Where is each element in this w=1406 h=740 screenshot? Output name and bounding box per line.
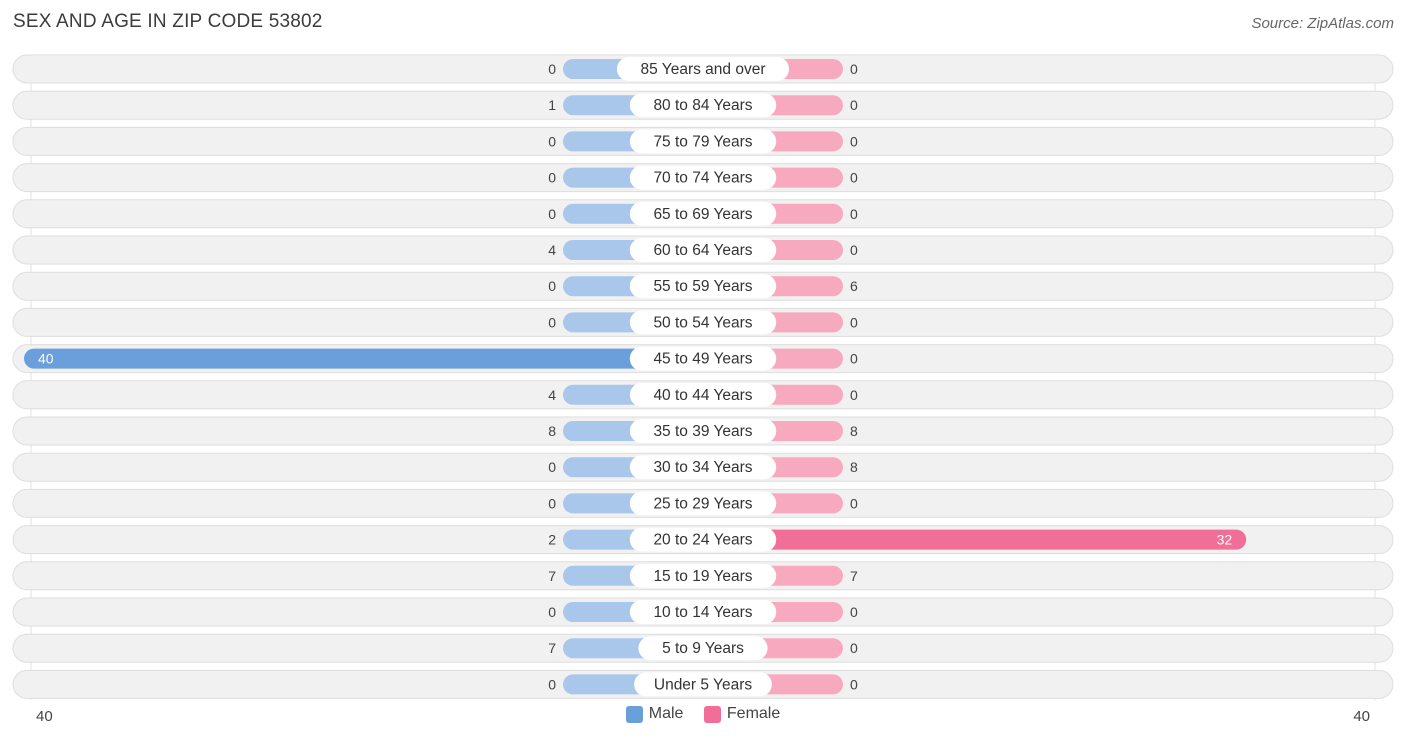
value-label-male: 4 [548, 242, 556, 258]
value-label-male: 7 [548, 640, 556, 656]
category-label: 45 to 49 Years [653, 351, 752, 368]
category-label: 60 to 64 Years [653, 242, 752, 259]
value-label-male: 0 [548, 604, 556, 620]
value-label-male: 0 [548, 170, 556, 186]
category-label-pill [629, 274, 777, 299]
value-label-female: 0 [850, 242, 858, 258]
value-label-female: 0 [850, 61, 858, 77]
value-label-male: 0 [548, 459, 556, 475]
value-label-female: 0 [850, 604, 858, 620]
category-label: 15 to 19 Years [653, 568, 752, 585]
bar-male [24, 348, 703, 369]
value-label-male: 0 [548, 278, 556, 294]
axis-left-label: 40 [36, 708, 53, 725]
category-label: 35 to 39 Years [653, 423, 752, 440]
bar-female [703, 529, 1247, 550]
legend-item-female: Female [703, 705, 781, 723]
category-label: Under 5 Years [654, 676, 752, 693]
category-label: 40 to 44 Years [653, 387, 752, 404]
category-label-pill [629, 419, 777, 443]
category-label-pill [629, 346, 777, 371]
category-label: 5 to 9 Years [662, 640, 744, 657]
category-label-pill [629, 165, 777, 190]
legend-label-male: Male [648, 705, 684, 722]
category-label: 30 to 34 Years [653, 459, 752, 476]
value-label-male: 2 [548, 532, 556, 548]
value-label-male: 0 [548, 206, 556, 222]
category-label: 10 to 14 Years [653, 604, 752, 621]
category-label-pill [629, 563, 777, 588]
value-label-female: 0 [850, 495, 858, 511]
value-label-female: 0 [850, 97, 858, 113]
value-label-female: 0 [850, 351, 858, 367]
category-label-pill [616, 57, 790, 81]
value-label-male: 0 [548, 495, 556, 511]
chart-title: SEX AND AGE IN ZIP CODE 53802 [13, 11, 323, 32]
category-label: 55 to 59 Years [653, 278, 752, 295]
value-label-male: 0 [548, 676, 556, 692]
value-label-female: 8 [850, 423, 858, 439]
value-label-female: 6 [850, 278, 858, 294]
category-label: 85 Years and over [641, 61, 766, 78]
category-label-pill [629, 310, 777, 335]
value-label-female: 0 [850, 387, 858, 403]
value-label-male: 0 [548, 61, 556, 77]
value-label-female: 0 [850, 314, 858, 330]
category-label-pill [629, 129, 777, 154]
category-label-pill [629, 491, 777, 516]
category-label-pill [629, 201, 777, 226]
value-label-female: 0 [850, 676, 858, 692]
legend-swatch-male [625, 705, 643, 723]
category-label: 20 to 24 Years [653, 532, 752, 549]
legend: Male Female [0, 705, 1406, 728]
category-label-pill [629, 527, 777, 552]
value-label-female: 0 [850, 133, 858, 149]
category-label-pill [629, 93, 777, 118]
category-label-pill [629, 382, 777, 407]
value-label-male: 8 [548, 423, 556, 439]
category-label: 80 to 84 Years [653, 97, 752, 114]
value-label-male: 0 [548, 314, 556, 330]
value-label-female: 32 [1217, 532, 1233, 548]
value-label-female: 0 [850, 170, 858, 186]
value-label-female: 0 [850, 206, 858, 222]
category-label: 65 to 69 Years [653, 206, 752, 223]
legend-swatch-female [703, 705, 721, 723]
category-label: 50 to 54 Years [653, 314, 752, 331]
legend-item-male: Male [625, 705, 684, 723]
category-label: 70 to 74 Years [653, 170, 752, 187]
value-label-male: 4 [548, 387, 556, 403]
value-label-male: 0 [548, 133, 556, 149]
value-label-male: 40 [38, 351, 54, 367]
category-label: 25 to 29 Years [653, 495, 752, 512]
category-label-pill [629, 238, 777, 262]
category-label-pill [629, 600, 777, 624]
value-label-female: 7 [850, 568, 858, 584]
category-label-pill [638, 636, 768, 661]
axis-right-label: 40 [1353, 708, 1370, 725]
legend-label-female: Female [726, 705, 781, 722]
category-label: 75 to 79 Years [653, 133, 752, 150]
value-label-male: 1 [548, 97, 556, 113]
value-label-male: 7 [548, 568, 556, 584]
category-label-pill [634, 672, 772, 697]
category-label-pill [629, 455, 777, 480]
value-label-female: 0 [850, 640, 858, 656]
value-label-female: 8 [850, 459, 858, 475]
source-label: Source: ZipAtlas.com [1251, 15, 1394, 32]
